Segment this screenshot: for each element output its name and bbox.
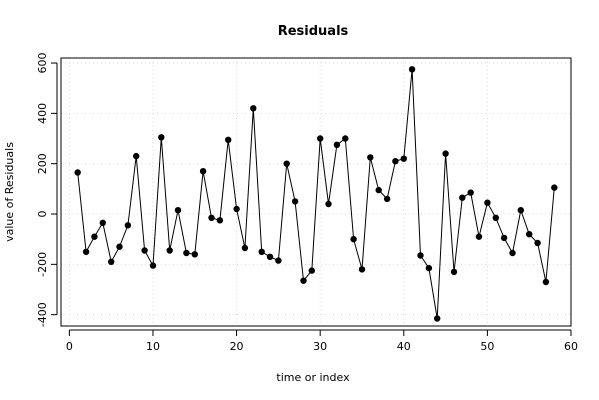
data-point [408, 66, 416, 73]
data-point [258, 248, 265, 255]
data-point [417, 252, 424, 259]
data-point [358, 266, 366, 273]
data-point [158, 134, 165, 141]
data-point [216, 217, 224, 224]
data-point [99, 219, 107, 226]
data-point [241, 244, 249, 252]
data-point [250, 105, 257, 112]
y-tick-label: -200 [36, 252, 49, 277]
y-tick-label: 400 [36, 103, 49, 124]
data-point [317, 135, 324, 142]
data-point [283, 160, 290, 167]
data-point [333, 141, 341, 148]
data-point [459, 194, 466, 201]
data-point [266, 253, 274, 260]
data-point [551, 184, 558, 191]
y-tick-label: 600 [36, 53, 49, 74]
data-point [166, 247, 173, 254]
data-point [91, 233, 98, 240]
data-point [367, 154, 374, 161]
y-tick-label: 0 [36, 211, 49, 218]
data-point [199, 168, 207, 175]
data-point [542, 278, 550, 286]
data-point [149, 262, 157, 269]
data-point [325, 200, 332, 208]
data-point [392, 158, 399, 165]
data-point [275, 257, 282, 264]
data-point [74, 169, 81, 176]
data-point [475, 233, 483, 240]
y-axis-label: value of Residuals [3, 142, 16, 242]
y-tick-label: -400 [36, 302, 49, 327]
data-point [174, 207, 182, 214]
data-point [500, 234, 508, 242]
x-tick-label: 20 [230, 340, 244, 353]
data-point [183, 249, 190, 257]
data-point [141, 247, 148, 254]
series-line [77, 69, 555, 319]
x-tick-label: 50 [480, 340, 494, 353]
data-point [484, 199, 491, 206]
data-point [124, 222, 132, 229]
data-point [308, 267, 315, 274]
data-point [517, 207, 524, 214]
data-point [442, 150, 449, 157]
data-point [191, 251, 198, 258]
residuals-series [74, 66, 558, 322]
chart-title: Residuals [278, 24, 349, 39]
data-point [108, 258, 115, 265]
axes: 0 10 20 30 40 50 60 -400 -200 0 200 400 600 [36, 53, 578, 353]
data-point [400, 155, 407, 162]
data-point [467, 189, 474, 196]
data-point [534, 239, 541, 247]
x-tick-label: 30 [313, 340, 327, 353]
x-tick-label: 0 [66, 340, 73, 353]
x-axis-label: time or index [276, 371, 350, 384]
x-tick-label: 60 [564, 340, 578, 353]
plot-frame [60, 57, 572, 327]
data-point [526, 231, 533, 238]
data-point [133, 152, 140, 160]
x-tick-label: 40 [397, 340, 411, 353]
data-point [342, 135, 349, 142]
data-point [509, 249, 516, 257]
x-tick-label: 10 [146, 340, 160, 353]
data-point [492, 214, 499, 221]
data-point [350, 236, 357, 243]
data-point [208, 214, 215, 221]
data-point [375, 186, 382, 194]
data-point [291, 198, 299, 205]
grid-lines [61, 58, 572, 326]
data-point [300, 277, 307, 284]
data-point [233, 205, 240, 213]
data-point [116, 243, 123, 250]
data-point [450, 268, 458, 276]
data-point [425, 264, 433, 272]
data-point [434, 315, 441, 322]
data-point [383, 195, 391, 203]
y-tick-label: 200 [36, 153, 49, 174]
data-point [82, 248, 90, 255]
data-point [225, 136, 232, 143]
